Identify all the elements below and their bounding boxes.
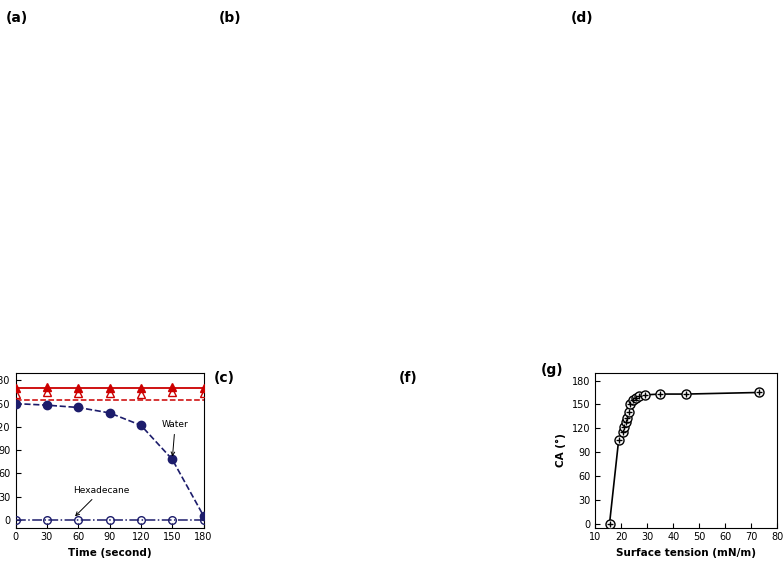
Text: (g): (g) bbox=[540, 363, 563, 377]
Y-axis label: CA (°): CA (°) bbox=[556, 433, 566, 467]
Text: Hexadecane: Hexadecane bbox=[73, 486, 129, 516]
Text: (b): (b) bbox=[219, 11, 241, 25]
Text: (a): (a) bbox=[6, 11, 28, 25]
X-axis label: Surface tension (mN/m): Surface tension (mN/m) bbox=[616, 548, 757, 558]
Text: (f): (f) bbox=[398, 371, 417, 385]
X-axis label: Time (second): Time (second) bbox=[67, 548, 151, 558]
Text: (d): (d) bbox=[571, 11, 593, 25]
Text: Water: Water bbox=[162, 420, 189, 455]
Text: (c): (c) bbox=[213, 371, 234, 385]
